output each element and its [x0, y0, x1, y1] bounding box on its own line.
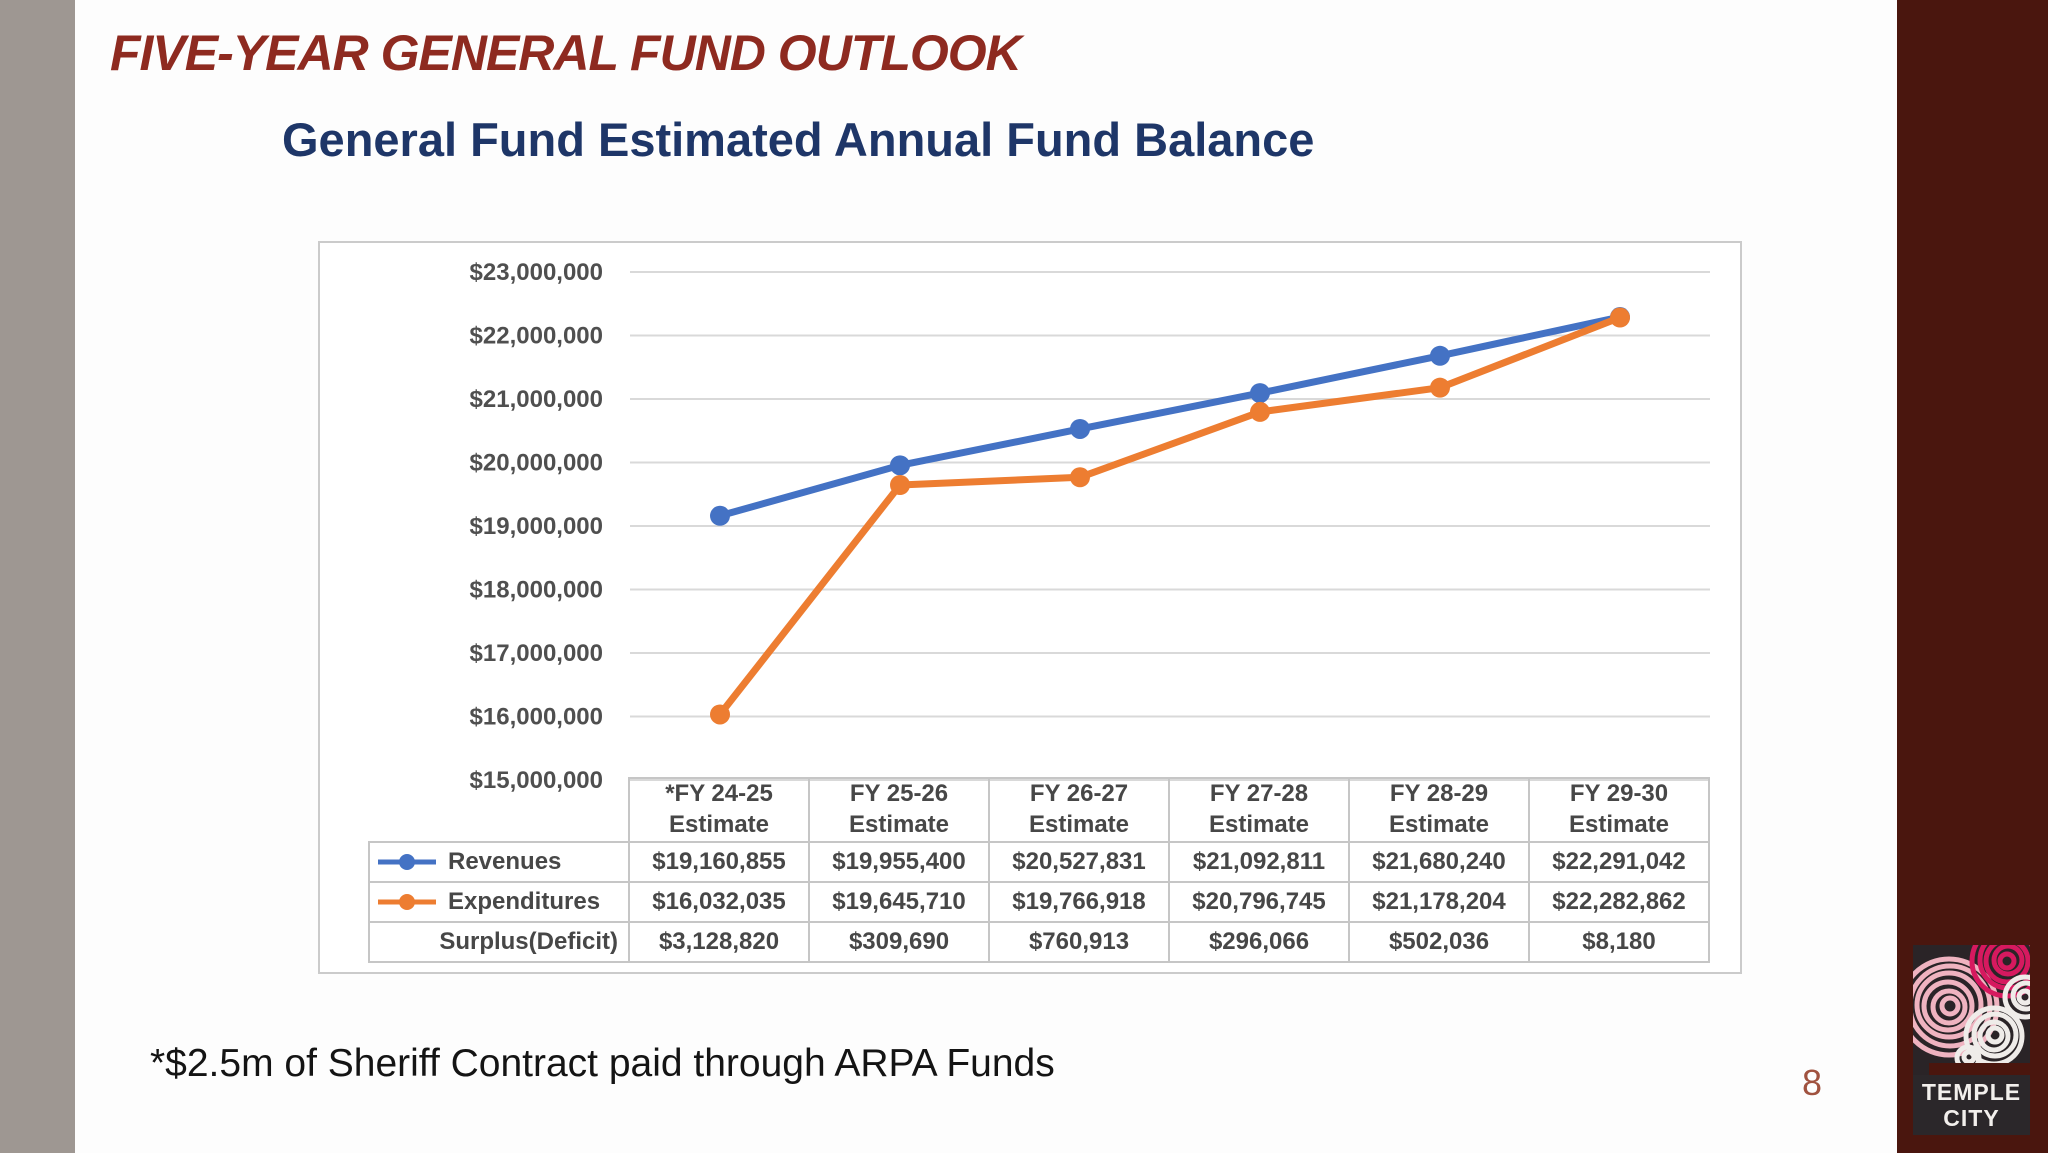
- table-value-cell: $21,178,204: [1348, 881, 1530, 923]
- line-chart: $15,000,000 $16,000,000 $17,000,000 $18,000…: [470, 259, 1710, 794]
- table-value-cell: $19,645,710: [808, 881, 990, 923]
- table-row-surplus: Surplus(Deficit) $3,128,820 $309,690 $760,9…: [368, 921, 1710, 963]
- page-title: FIVE-YEAR GENERAL FUND OUTLOOK: [110, 25, 1022, 81]
- table-value-cell: $760,913: [988, 921, 1170, 963]
- legend-marker-expenditures: [378, 894, 436, 910]
- table-value-cell: $502,036: [1348, 921, 1530, 963]
- series-line-revenues: [716, 313, 1624, 520]
- table-value-cell: $22,282,862: [1528, 881, 1710, 923]
- table-header-line: *FY 24-25: [665, 780, 773, 808]
- y-axis-tick-label: $15,000,000: [470, 767, 603, 794]
- table-header-line: FY 28-29: [1389, 780, 1489, 808]
- legend-dot: [399, 854, 415, 870]
- table-row: Revenues $19,160,855 $19,955,400 $20,527,83…: [368, 841, 1710, 883]
- table-header-cell: FY 25-26 Estimate: [808, 777, 990, 843]
- table-value-cell: $20,796,745: [1168, 881, 1350, 923]
- logo-text-line1: TEMPLE: [1921, 1078, 2022, 1105]
- table-header-line: Estimate: [1568, 811, 1670, 838]
- data-point-marker: [890, 474, 910, 495]
- table-header-line: FY 25-26: [849, 780, 949, 808]
- table-header-line: FY 26-27: [1029, 780, 1129, 808]
- footnote: *$2.5m of Sheriff Contract paid through …: [150, 1042, 1055, 1085]
- table-value-cell: $21,680,240: [1348, 841, 1530, 883]
- y-axis-tick-label: $23,000,000: [470, 259, 603, 286]
- row-label-content: Surplus(Deficit): [371, 928, 627, 956]
- table-header-cell: FY 29-30 Estimate: [1528, 777, 1710, 843]
- data-table: *FY 24-25 Estimate FY 25-26 Estimate FY 26-2…: [368, 777, 1710, 963]
- table-header-line: Estimate: [668, 811, 770, 838]
- page-number: 8: [1802, 1062, 1823, 1103]
- data-point-marker: [1070, 418, 1090, 439]
- table-header-line: FY 27-28: [1209, 780, 1309, 808]
- data-point-marker: [1250, 401, 1270, 422]
- camellia-logo-icon: [1913, 945, 2030, 1063]
- table-header-line: Estimate: [1028, 811, 1130, 838]
- table-value-cell: $8,180: [1528, 921, 1710, 963]
- y-axis-tick-label: $20,000,000: [470, 450, 603, 477]
- legend-dot: [399, 894, 415, 910]
- y-axis-tick-label: $17,000,000: [470, 640, 603, 667]
- row-label-cell: Expenditures: [368, 881, 630, 923]
- data-point-marker: [1070, 467, 1090, 488]
- chart-container: $15,000,000 $16,000,000 $17,000,000 $18,000…: [318, 241, 1742, 974]
- table-header-line: Estimate: [1388, 811, 1490, 838]
- table-value-cell: $19,160,855: [628, 841, 810, 883]
- table-value-cell: $19,766,918: [988, 881, 1170, 923]
- table-header-line: FY 29-30: [1569, 780, 1669, 808]
- data-point-marker: [710, 505, 730, 526]
- left-gray-bar: [0, 0, 75, 1153]
- table-value-cell: $296,066: [1168, 921, 1350, 963]
- series-line-expenditures: [716, 314, 1624, 718]
- table-corner-cell: [369, 778, 629, 842]
- legend-marker-revenues: [378, 854, 436, 870]
- data-point-marker: [1430, 345, 1450, 366]
- y-axis-tick-label: $21,000,000: [470, 386, 603, 413]
- series-name-label: Expenditures: [448, 888, 601, 915]
- table-header-line: Estimate: [1208, 811, 1310, 838]
- y-axis-tick-label: $16,000,000: [470, 704, 603, 731]
- table-header-cell: FY 26-27 Estimate: [988, 777, 1170, 843]
- row-label-cell: Surplus(Deficit): [368, 921, 630, 963]
- table-value-cell: $21,092,811: [1168, 841, 1350, 883]
- data-point-marker: [890, 455, 910, 476]
- y-axis-tick-label: $18,000,000: [470, 577, 603, 604]
- table-value-cell: $309,690: [808, 921, 990, 963]
- table-header-row: *FY 24-25 Estimate FY 25-26 Estimate FY 26-2…: [369, 777, 1710, 843]
- table-value-cell: $16,032,035: [628, 881, 810, 923]
- data-point-marker: [1610, 307, 1630, 328]
- table-value-cell: $22,291,042: [1528, 841, 1710, 883]
- row-label-cell: Revenues: [368, 841, 630, 883]
- data-point-marker: [710, 704, 730, 725]
- y-axis-tick-label: $22,000,000: [470, 323, 603, 350]
- table-header-line: Estimate: [848, 811, 950, 838]
- table-value-cell: $19,955,400: [808, 841, 990, 883]
- table-header-cell: *FY 24-25 Estimate: [628, 777, 810, 843]
- series-name-label: Surplus(Deficit): [439, 928, 618, 955]
- y-axis-tick-label: $19,000,000: [470, 513, 603, 540]
- table-value-cell: $20,527,831: [988, 841, 1170, 883]
- logo-wordmark: TEMPLE CITY: [1913, 1075, 2030, 1135]
- logo-tab: [1913, 1063, 1929, 1075]
- table-header-cell: FY 28-29 Estimate: [1348, 777, 1530, 843]
- table-row: Expenditures $16,032,035 $19,645,710 $19,76…: [368, 881, 1710, 923]
- table-value-cell: $3,128,820: [628, 921, 810, 963]
- table-header-cell: FY 27-28 Estimate: [1168, 777, 1350, 843]
- series-name-label: Revenues: [448, 848, 562, 875]
- data-point-marker: [1250, 383, 1270, 404]
- row-label-content: Expenditures: [371, 888, 627, 916]
- chart-title: General Fund Estimated Annual Fund Balan…: [282, 113, 1315, 166]
- logo-text-line2: CITY: [1943, 1105, 2000, 1131]
- data-point-marker: [1430, 377, 1450, 398]
- temple-city-logo: TEMPLE CITY: [1913, 945, 2030, 1135]
- row-label-content: Revenues: [371, 848, 627, 876]
